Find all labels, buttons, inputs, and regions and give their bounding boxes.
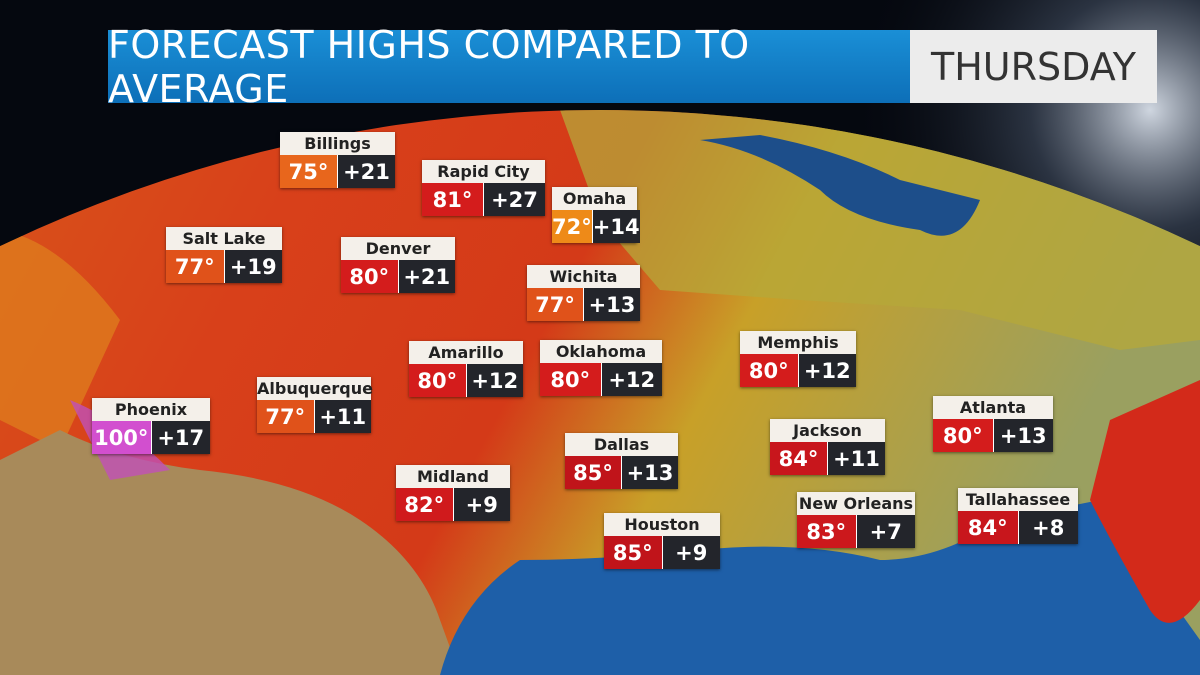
- departure: +14: [591, 210, 640, 243]
- city-name: Denver: [341, 237, 455, 260]
- departure: +9: [452, 488, 510, 521]
- high-temp: 81°: [422, 183, 483, 216]
- city-name: Houston: [604, 513, 720, 536]
- city-name: Omaha: [552, 187, 637, 210]
- departure: +13: [583, 288, 640, 321]
- city-callout: Houston 85° +9: [604, 513, 720, 569]
- high-temp: 80°: [740, 354, 798, 387]
- city-name: Billings: [280, 132, 395, 155]
- high-temp: 80°: [409, 364, 466, 397]
- departure: +17: [150, 421, 210, 454]
- high-temp: 80°: [341, 260, 398, 293]
- high-temp: 84°: [770, 442, 827, 475]
- high-temp: 84°: [958, 511, 1018, 544]
- day-label: THURSDAY: [910, 30, 1157, 103]
- departure: +12: [465, 364, 523, 397]
- high-temp: 80°: [540, 363, 601, 396]
- city-callout: Omaha 72° +14: [552, 187, 640, 243]
- departure: +11: [313, 400, 371, 433]
- city-callout: Midland 82° +9: [396, 465, 510, 521]
- city-callout: Wichita 77° +13: [527, 265, 640, 321]
- city-name: Rapid City: [422, 160, 545, 183]
- high-temp: 80°: [933, 419, 993, 452]
- departure: +8: [1017, 511, 1078, 544]
- departure: +13: [992, 419, 1053, 452]
- departure: +19: [223, 250, 282, 283]
- title-bar: FORECAST HIGHS COMPARED TO AVERAGE: [108, 23, 910, 111]
- city-callout: Phoenix 100° +17: [92, 398, 210, 454]
- city-callout: Oklahoma City80°+12: [540, 340, 662, 396]
- city-callout: Tallahassee 84° +8: [958, 488, 1078, 544]
- high-temp: 77°: [257, 400, 314, 433]
- high-temp: 82°: [396, 488, 453, 521]
- city-callout: Atlanta 80° +13: [933, 396, 1053, 452]
- city-name: Midland: [396, 465, 510, 488]
- city-name: Albuquerque: [257, 377, 373, 400]
- city-name: Oklahoma City: [540, 340, 662, 384]
- departure: +21: [337, 155, 395, 188]
- city-callout: Denver 80° +21: [341, 237, 455, 293]
- high-temp: 77°: [527, 288, 583, 321]
- departure: +21: [397, 260, 455, 293]
- departure: +11: [827, 442, 885, 475]
- departure: +7: [855, 515, 915, 548]
- city-name: New Orleans: [797, 492, 915, 515]
- city-name: Atlanta: [933, 396, 1053, 419]
- city-name: Amarillo: [409, 341, 523, 364]
- departure: +13: [621, 456, 678, 489]
- city-name: Jackson: [770, 419, 885, 442]
- high-temp: 85°: [604, 536, 662, 569]
- high-temp: 75°: [280, 155, 337, 188]
- city-callout: Billings 75° +21: [280, 132, 395, 188]
- departure: +27: [483, 183, 545, 216]
- departure: +12: [600, 363, 662, 396]
- city-name: Wichita: [527, 265, 640, 288]
- departure: +9: [661, 536, 720, 569]
- city-name: Salt Lake City: [166, 227, 282, 271]
- city-callout: Amarillo 80° +12: [409, 341, 523, 397]
- departure: +12: [797, 354, 856, 387]
- high-temp: 83°: [797, 515, 856, 548]
- city-name: Tallahassee: [958, 488, 1078, 511]
- city-callout: Salt Lake City77°+19: [166, 227, 282, 283]
- city-callout: Jackson 84° +11: [770, 419, 885, 475]
- city-name: Memphis: [740, 331, 856, 354]
- city-callout: Dallas 85° +13: [565, 433, 678, 489]
- city-callout: New Orleans 83° +7: [797, 492, 915, 548]
- high-temp: 85°: [565, 456, 621, 489]
- high-temp: 100°: [92, 421, 151, 454]
- city-callout: Rapid City 81° +27: [422, 160, 545, 216]
- city-callout: Albuquerque 77° +11: [257, 377, 373, 433]
- city-name: Phoenix: [92, 398, 210, 421]
- city-callout: Memphis 80° +12: [740, 331, 856, 387]
- high-temp: 77°: [166, 250, 224, 283]
- city-name: Dallas: [565, 433, 678, 456]
- high-temp: 72°: [552, 210, 592, 243]
